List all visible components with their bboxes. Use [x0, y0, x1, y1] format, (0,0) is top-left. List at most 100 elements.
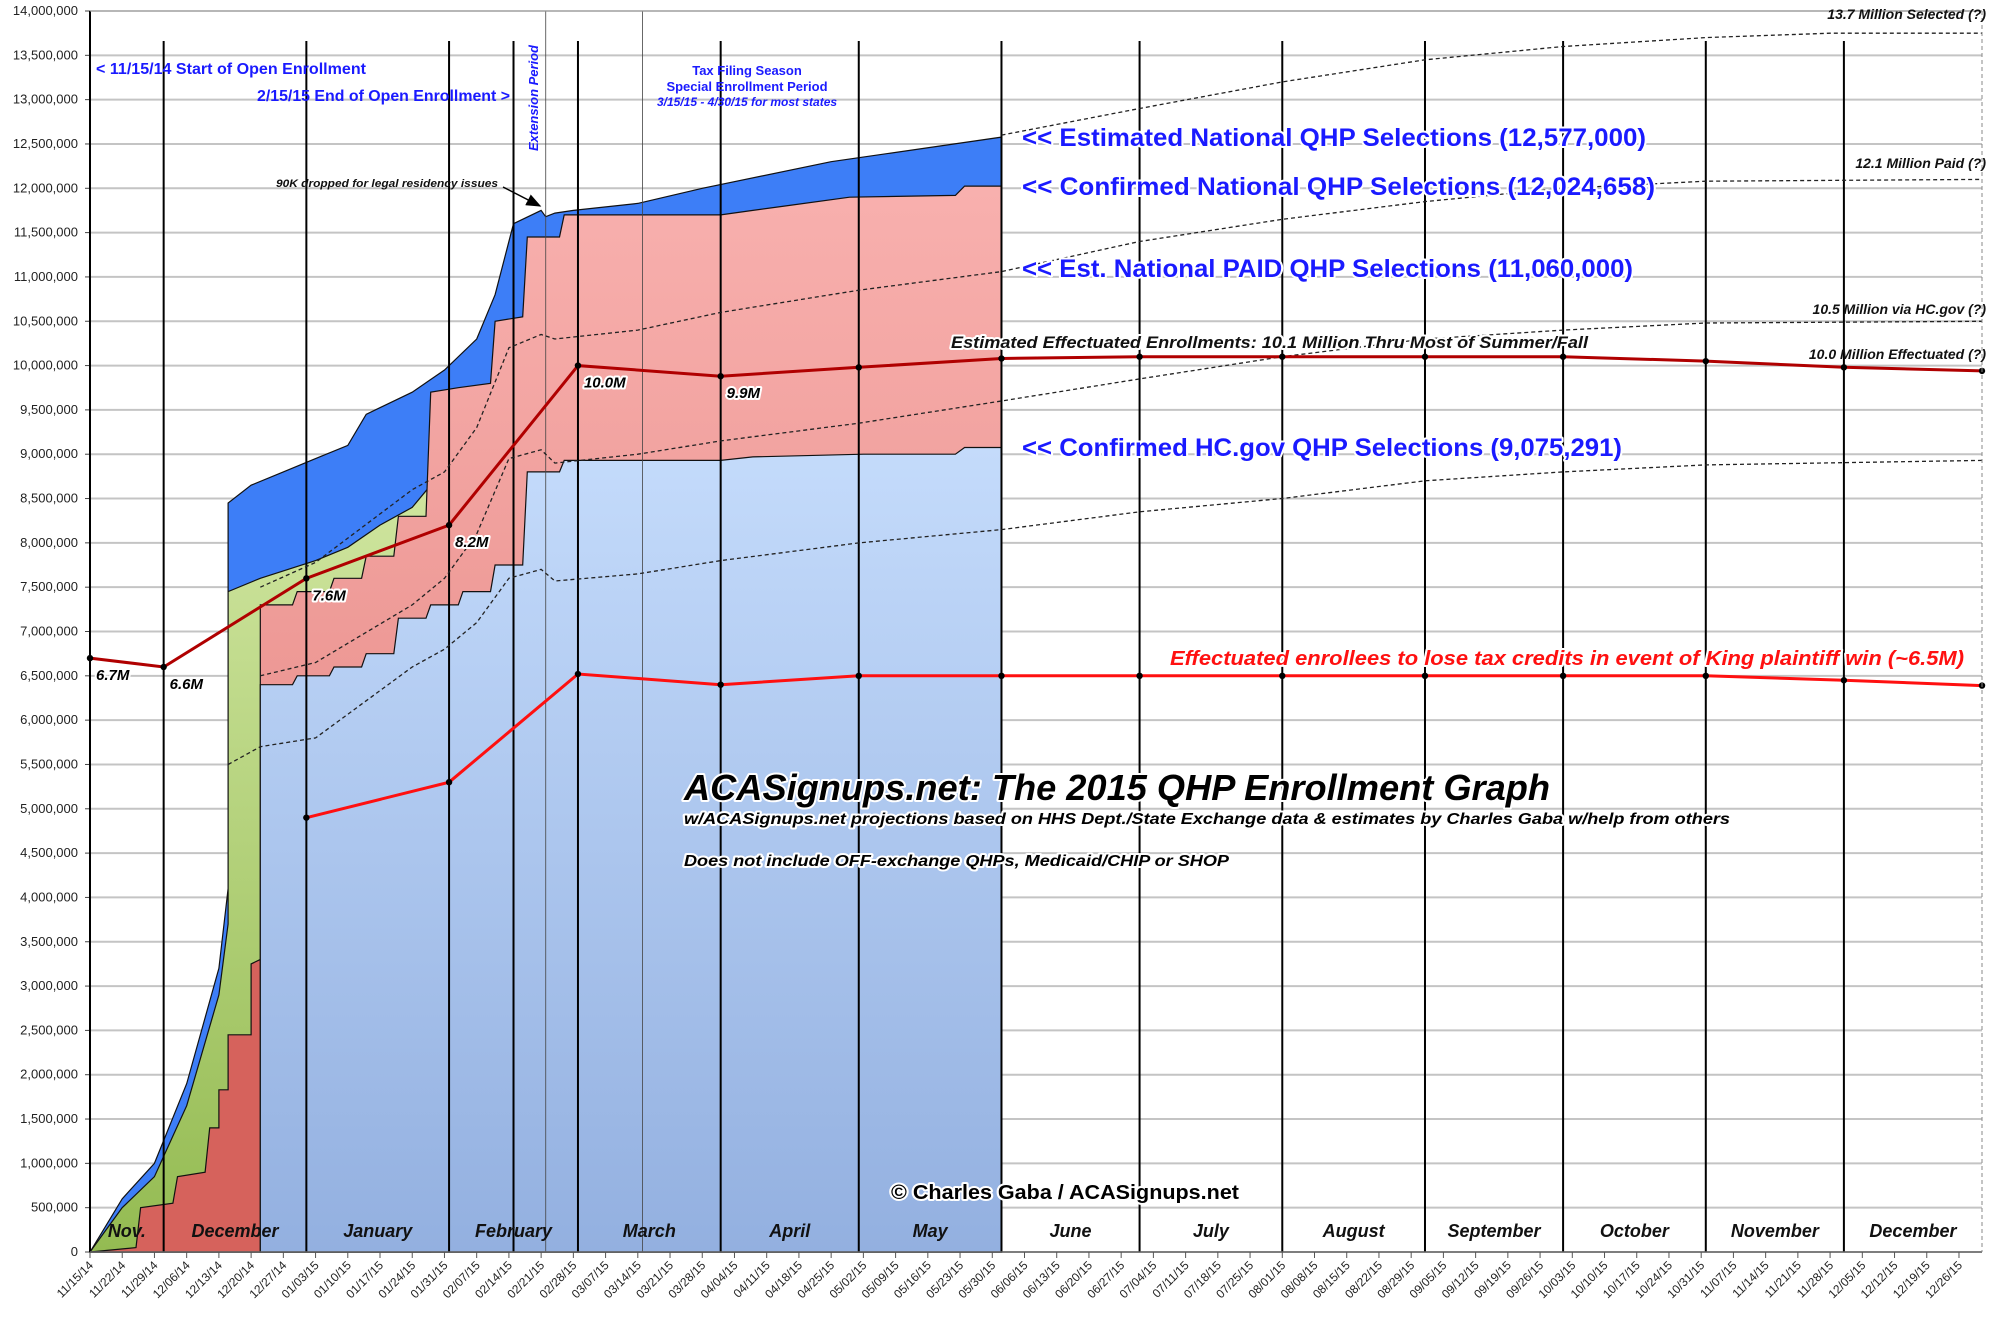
y-tick-label: 8,000,000: [20, 535, 78, 550]
annotation-end-open-enrollment: 2/15/15 End of Open Enrollment >: [257, 88, 510, 105]
effectuated-point: [574, 362, 582, 369]
projection-line: [1001, 32, 1982, 136]
effectuated-point: [1421, 353, 1429, 360]
month-label: August: [1322, 1221, 1386, 1241]
y-tick-label: 5,000,000: [20, 801, 78, 816]
y-tick-label: 10,500,000: [13, 313, 78, 328]
tax-credit-point: [998, 672, 1005, 680]
y-tick-label: 13,500,000: [13, 47, 78, 62]
y-tick-label: 1,000,000: [20, 1155, 78, 1170]
effectuated-point: [303, 575, 310, 582]
effectuated-point: [1136, 353, 1143, 360]
y-tick-label: 14,000,000: [13, 3, 78, 18]
y-tick-label: 10,000,000: [13, 358, 78, 373]
y-tick-label: 0: [71, 1244, 78, 1259]
month-labels: Nov. December January February March April May…: [108, 1221, 1958, 1241]
month-label: April: [768, 1221, 811, 1241]
month-label: October: [1600, 1221, 1670, 1241]
label-12-1-paid: 12.1 Million Paid (?): [1855, 155, 1986, 171]
y-tick-label: 500,000: [31, 1200, 78, 1215]
data-label: 9.9M: [727, 385, 761, 402]
effectuated-point: [855, 364, 862, 371]
data-label: 7.6M: [312, 587, 346, 604]
month-label: July: [1193, 1221, 1230, 1241]
y-tick-label: 2,000,000: [20, 1067, 78, 1082]
area-red-early: [89, 958, 261, 1253]
y-tick-label: 3,000,000: [20, 978, 78, 993]
effectuated-point: [998, 355, 1005, 362]
month-label: June: [1050, 1221, 1092, 1241]
y-tick-label: 7,000,000: [20, 624, 78, 639]
y-tick-label: 7,500,000: [20, 579, 78, 594]
tax-credit-point: [574, 670, 582, 678]
label-13-7-selected: 13.7 Million Selected (?): [1827, 6, 1986, 22]
series-label-confirmed-national: << Confirmed National QHP Selections (12…: [1022, 173, 1655, 201]
month-label: December: [1869, 1221, 1957, 1241]
tax-credit-point: [1279, 672, 1286, 680]
arrow-icon: [502, 186, 542, 207]
y-tick-label: 5,500,000: [20, 756, 78, 771]
y-tick-label: 4,000,000: [20, 889, 78, 904]
month-label: September: [1448, 1221, 1542, 1241]
annotation-90k-dropped: 90K dropped for legal residency issues: [276, 178, 498, 190]
series-label-estimated-national: << Estimated National QHP Selections (12…: [1022, 124, 1646, 152]
y-tick-label: 12,000,000: [13, 180, 78, 195]
annotation-extension-period: Extension Period: [526, 44, 541, 151]
data-labels: 6.7M 6.6M 7.6M 8.2M 10.0M 9.9M: [94, 373, 763, 695]
label-10-5-hcgov: 10.5 Million via HC.gov (?): [1813, 301, 1987, 317]
month-label: December: [191, 1221, 279, 1241]
y-tick-label: 9,500,000: [20, 402, 78, 417]
y-tick-label: 11,000,000: [14, 269, 78, 284]
month-label: November: [1731, 1221, 1820, 1241]
y-tick-label: 4,500,000: [20, 845, 78, 860]
tax-credit-point: [1840, 677, 1848, 684]
tax-credit-point: [855, 672, 862, 680]
y-tick-label: 8,500,000: [20, 491, 78, 506]
effectuated-point: [1559, 353, 1567, 360]
label-tax-credit-loss: Effectuated enrollees to lose tax credit…: [1170, 648, 1964, 670]
tax-credit-point: [445, 778, 453, 786]
tax-credit-point: [1136, 672, 1143, 680]
annotation-tax-season-3: 3/15/15 - 4/30/15 for most states: [657, 95, 837, 109]
data-label: 6.6M: [170, 676, 204, 693]
chart-subtitle: w/ACASignups.net projections based on HH…: [684, 811, 1730, 828]
effectuated-point: [1702, 357, 1709, 365]
area-hcgov: [259, 446, 1003, 1253]
y-tick-label: 13,000,000: [13, 92, 78, 107]
tax-credit-point: [303, 814, 310, 821]
y-tick-label: 11,500,000: [14, 225, 78, 240]
tax-credit-point: [717, 681, 724, 688]
data-label: 6.7M: [96, 667, 130, 684]
tax-credit-point: [1421, 672, 1429, 680]
data-label: 10.0M: [584, 375, 626, 392]
projection-line: [227, 459, 1983, 766]
tax-credit-point: [1559, 672, 1567, 680]
annotation-tax-season-2: Special Enrollment Period: [666, 79, 827, 94]
series-label-hcgov: << Confirmed HC.gov QHP Selections (9,07…: [1022, 434, 1622, 462]
month-label: Nov.: [108, 1221, 146, 1241]
data-label: 8.2M: [455, 534, 489, 551]
y-tick-label: 6,000,000: [20, 712, 78, 727]
y-tick-label: 1,500,000: [20, 1111, 78, 1126]
projection-lines: [227, 32, 1983, 766]
effectuated-point: [1840, 364, 1848, 371]
month-label: January: [343, 1221, 413, 1241]
label-10-0-effectuated: 10.0 Million Effectuated (?): [1809, 346, 1986, 362]
month-label: February: [475, 1221, 553, 1241]
effectuated-point: [717, 373, 724, 380]
projection-line: [260, 320, 1983, 677]
month-label: May: [913, 1221, 949, 1241]
y-tick-label: 6,500,000: [20, 668, 78, 683]
label-estimated-effectuated: Estimated Effectuated Enrollments: 10.1 …: [951, 333, 1589, 352]
annotation-start-open-enrollment: < 11/15/14 Start of Open Enrollment: [96, 61, 367, 78]
y-tick-label: 12,500,000: [13, 136, 78, 151]
projection-line: [260, 178, 1983, 588]
effectuated-point: [160, 663, 167, 671]
month-label: March: [623, 1221, 676, 1241]
month-dividers: [162, 11, 1845, 1252]
y-tick-label: 2,500,000: [20, 1022, 78, 1037]
effectuated-point: [445, 521, 453, 529]
annotation-tax-season-1: Tax Filing Season: [692, 63, 802, 78]
chart-title: ACASignups.net: The 2015 QHP Enrollment …: [683, 767, 1550, 808]
